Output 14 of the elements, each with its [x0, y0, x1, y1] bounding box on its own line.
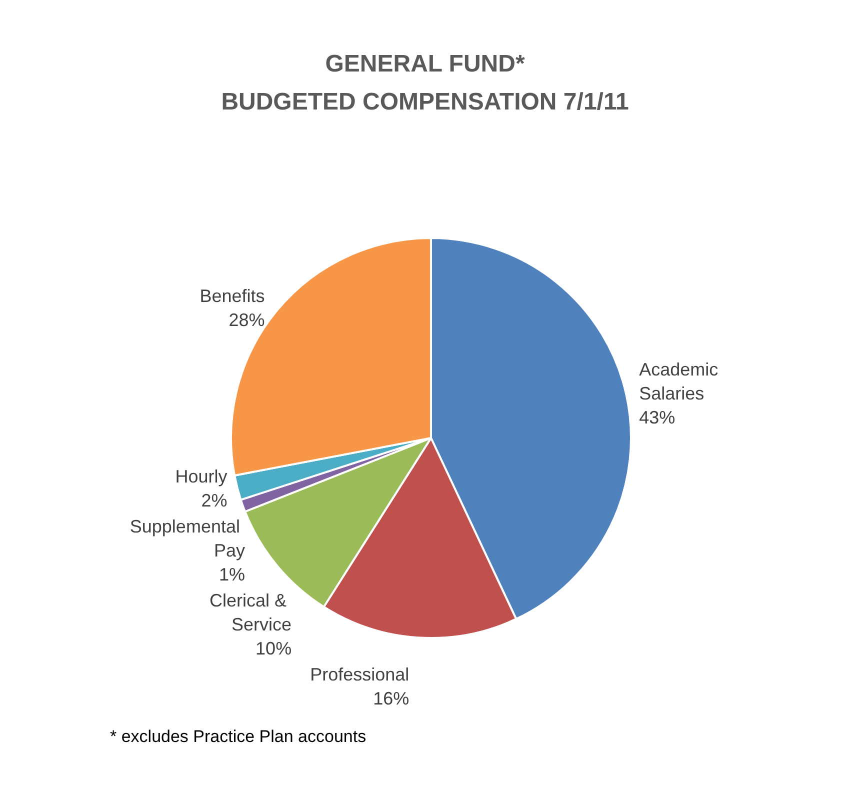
slice-label: Benefits: [200, 286, 265, 306]
text: * excludes Practice Plan accounts: [110, 727, 366, 746]
data-label: 28%: [228, 310, 265, 330]
chart-title: GENERAL FUND* BUDGETED COMPENSATION 7/1/11: [221, 50, 629, 116]
data-label: 2%: [201, 490, 228, 511]
data-label: 10%: [256, 638, 292, 659]
data-label: 16%: [373, 688, 410, 709]
slice-label: Hourly: [175, 466, 228, 487]
slice-label: Clerical & Service: [210, 590, 292, 635]
slice-label: Supplemental Pay: [130, 516, 245, 561]
slice-label: Professional: [310, 664, 410, 685]
data-label: 1%: [218, 564, 245, 585]
slice-label: Academic Salaries: [639, 360, 724, 404]
data-label: 43%: [639, 408, 676, 428]
